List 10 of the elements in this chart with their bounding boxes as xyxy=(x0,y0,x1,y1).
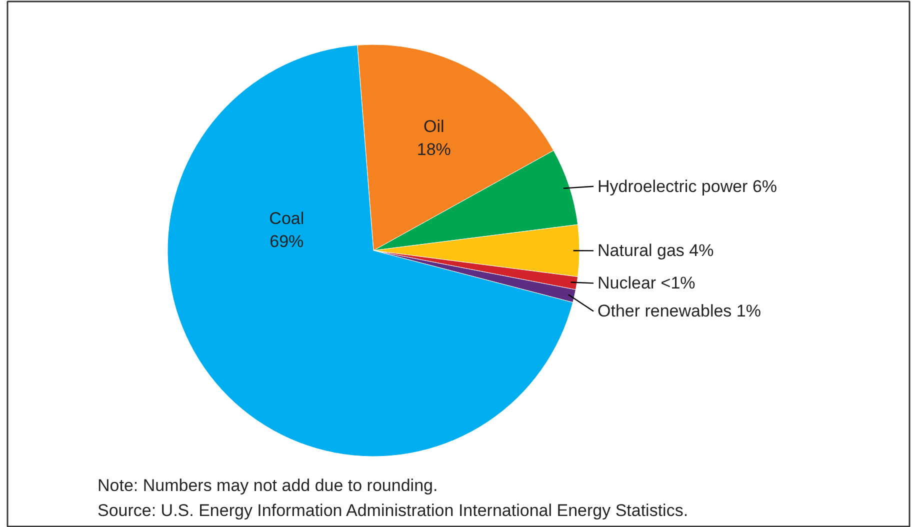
slice-label: Nuclear <1% xyxy=(598,274,696,293)
slice-label: Hydroelectric power 6% xyxy=(598,176,778,196)
source-note: Source: U.S. Energy Information Administration International Energy Statistics. xyxy=(98,501,688,520)
slice-label: Oil xyxy=(424,117,444,136)
slice-label: Natural gas 4% xyxy=(598,241,714,260)
data-label: 18% xyxy=(416,140,451,159)
slice-label: Coal xyxy=(269,209,304,228)
text: Note: Numbers may not add due to rounding. xyxy=(98,476,438,495)
slice-label: Other renewables 1% xyxy=(598,302,761,321)
data-label: 69% xyxy=(270,232,304,251)
